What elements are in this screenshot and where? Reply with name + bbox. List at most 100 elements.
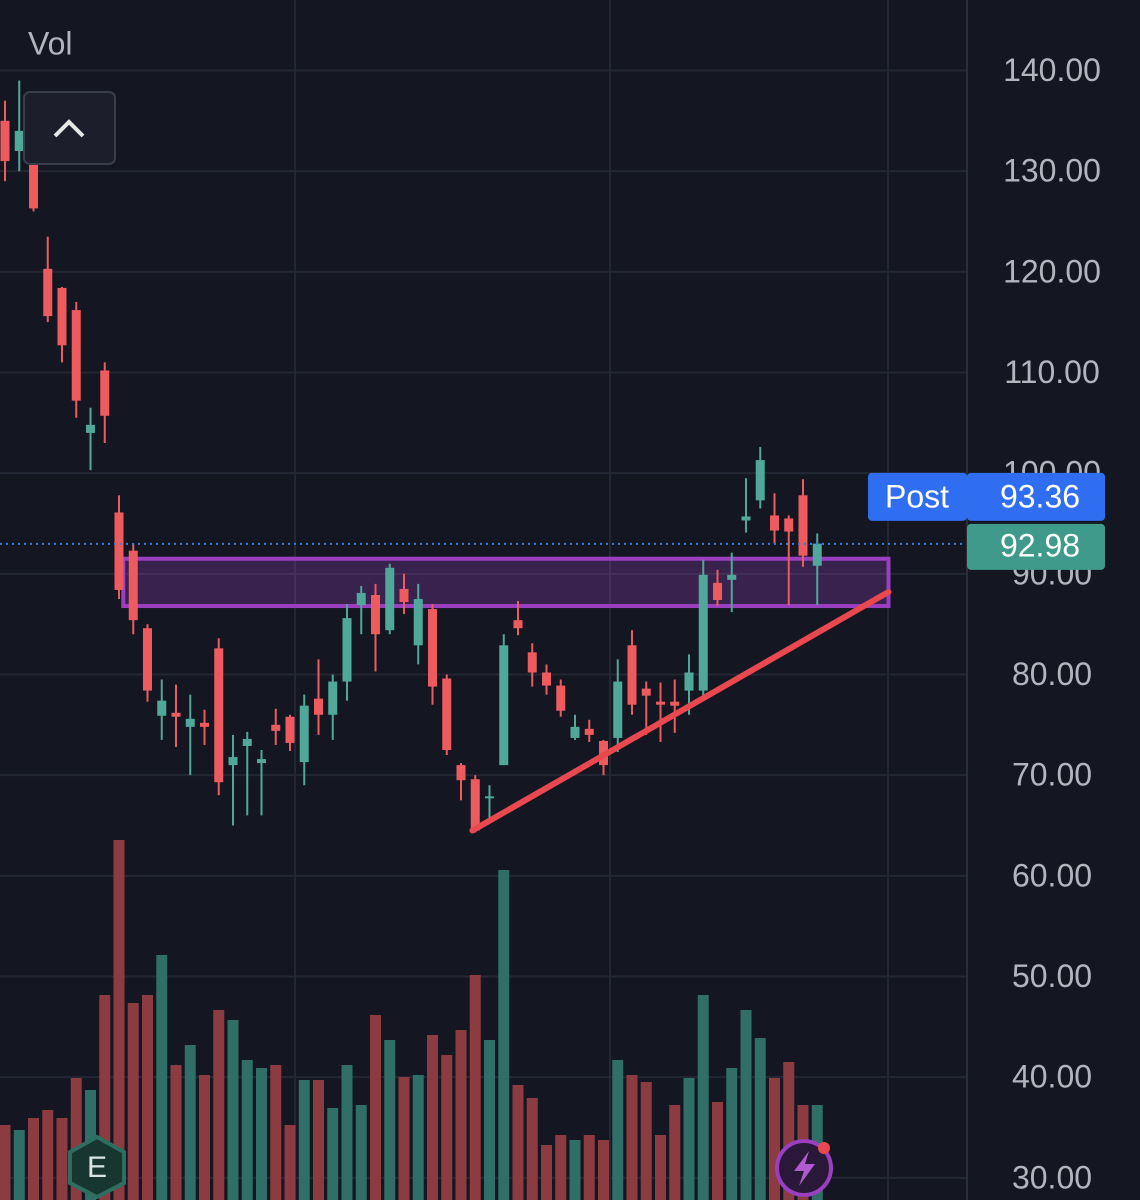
volume-bar	[726, 1068, 738, 1200]
volume-bar	[754, 1038, 766, 1200]
volume-bar	[184, 1045, 196, 1200]
candle-body	[741, 516, 751, 521]
volume-layer	[0, 840, 823, 1200]
candle-body	[812, 543, 822, 566]
alert-dot[interactable]	[818, 1142, 830, 1154]
candle-body	[527, 652, 537, 673]
volume-bar	[355, 1105, 367, 1200]
volume-bar	[199, 1075, 210, 1200]
candle-body	[456, 765, 466, 781]
candle-body	[584, 728, 594, 735]
volume-bar	[697, 995, 709, 1200]
candle-body	[356, 592, 366, 606]
post-price-label: 93.36	[1000, 478, 1080, 514]
candle-body	[656, 701, 665, 705]
volume-bar	[441, 1055, 453, 1200]
candle-body	[271, 724, 281, 731]
candle-body	[385, 567, 395, 631]
candle-body	[299, 705, 309, 763]
volume-bar	[669, 1105, 681, 1200]
candle-body	[542, 672, 551, 686]
volume-bar	[227, 1020, 239, 1200]
candle-body	[57, 287, 67, 346]
zone-layer	[121, 556, 891, 609]
volume-bar	[256, 1068, 267, 1200]
candle-body	[71, 310, 81, 401]
volume-bar	[156, 955, 168, 1200]
volume-bar	[370, 1015, 381, 1200]
volume-bar	[270, 1065, 282, 1200]
candle-body	[470, 779, 480, 831]
candle-body	[499, 645, 509, 766]
post-price-box	[967, 472, 1105, 521]
volume-bar	[541, 1145, 552, 1200]
volume-bar	[127, 1003, 139, 1200]
volume-bar	[70, 1078, 82, 1200]
volume-bar	[783, 1062, 795, 1200]
y-tick-label: 140.00	[1003, 52, 1101, 88]
badge-hexagon[interactable]	[68, 1134, 126, 1200]
candle-body	[485, 796, 494, 799]
candle-body	[100, 370, 110, 416]
overlay-layer	[0, 542, 967, 834]
last-price-label: 92.98	[1000, 527, 1080, 563]
candle-body	[128, 550, 138, 621]
last-price-box	[967, 523, 1105, 570]
candle-body	[114, 512, 124, 590]
candle-body	[185, 718, 195, 727]
y-tick-label: 120.00	[1003, 253, 1101, 289]
chevron-up[interactable]	[53, 119, 85, 138]
post-name-box	[868, 472, 967, 521]
button-frame[interactable]	[23, 91, 116, 165]
candle-body	[43, 268, 53, 317]
candle-body	[228, 757, 238, 766]
volume-bar	[99, 995, 111, 1200]
post-name: Post	[885, 478, 949, 514]
volume-bar	[469, 975, 481, 1200]
candle-body	[755, 460, 765, 501]
candle-body	[727, 574, 737, 580]
volume-bar	[512, 1085, 524, 1200]
volume-bar	[683, 1078, 695, 1200]
volume-bar	[484, 1040, 495, 1200]
volume-bar	[740, 1010, 752, 1200]
volume-bar	[142, 995, 153, 1200]
candle-body	[784, 518, 794, 532]
candle-body	[0, 120, 10, 162]
volume-bar	[213, 1010, 225, 1200]
candle-body	[257, 759, 266, 764]
candle-body	[157, 700, 167, 716]
candle-body	[627, 645, 637, 705]
candle-body	[371, 594, 380, 635]
y-tick-label: 70.00	[1012, 757, 1092, 793]
y-tick-label: 50.00	[1012, 958, 1092, 994]
volume-bar	[598, 1140, 609, 1200]
price-axis: 30.0040.0050.0060.0070.0080.0090.00100.0…	[868, 52, 1105, 1195]
candle-body	[314, 698, 323, 715]
volume-bar	[712, 1102, 723, 1200]
candle-body	[698, 574, 708, 691]
candle-body	[342, 618, 352, 682]
volume-bar	[28, 1118, 39, 1200]
volume-bar	[56, 1118, 68, 1200]
alert-icon[interactable]	[775, 1139, 833, 1197]
volume-bar	[341, 1065, 353, 1200]
volume-bar	[42, 1110, 54, 1200]
volume-bar	[284, 1125, 296, 1200]
volume-bar	[455, 1030, 467, 1200]
candle-body	[200, 722, 209, 727]
lightning[interactable]	[794, 1151, 815, 1186]
volume-bar	[655, 1135, 666, 1200]
candle-body	[242, 738, 252, 746]
volume-bar	[583, 1135, 595, 1200]
volume-bar	[612, 1060, 624, 1200]
volume-bar	[327, 1108, 339, 1200]
collapse-button[interactable]	[23, 91, 116, 165]
volume-bar	[427, 1035, 438, 1200]
volume-bar	[412, 1075, 424, 1200]
volume-bar	[298, 1080, 310, 1200]
badge-letter[interactable]: E	[87, 1151, 107, 1184]
earnings-badge[interactable]: E	[68, 1134, 126, 1200]
